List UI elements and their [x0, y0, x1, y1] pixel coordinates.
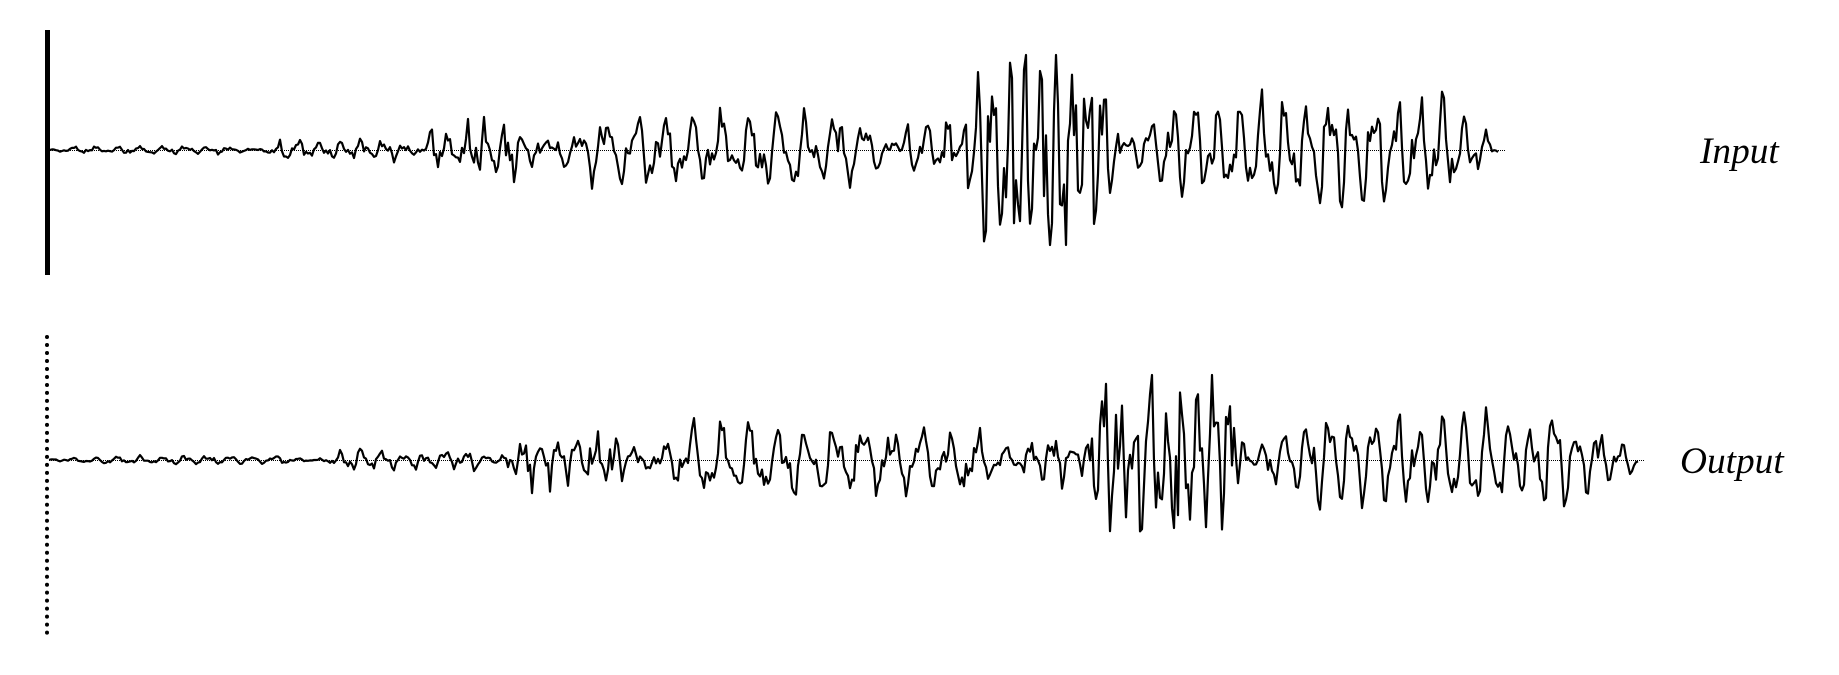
- waveform-figure: Input Output: [0, 0, 1839, 675]
- panel-output: [0, 0, 1839, 675]
- label-output: Output: [1680, 440, 1784, 483]
- waveform-output: [0, 0, 1839, 675]
